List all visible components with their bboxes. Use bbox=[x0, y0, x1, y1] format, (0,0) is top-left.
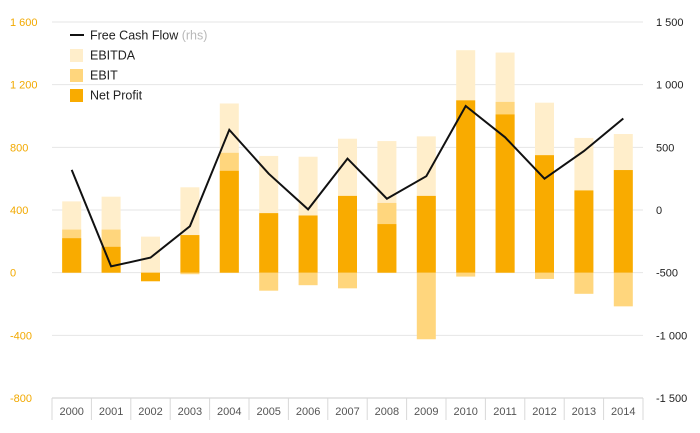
net-profit-bar-2008 bbox=[377, 224, 397, 273]
net-profit-bar-2005 bbox=[259, 213, 279, 273]
x-axis-tick-label: 2001 bbox=[99, 406, 123, 418]
x-axis: 2000 2001 2002 2003 2004 2005 2006 2007 2008 2009… bbox=[59, 406, 635, 418]
x-axis-tick-label: 2010 bbox=[453, 406, 477, 418]
x-axis-tick-label: 2014 bbox=[611, 406, 635, 418]
legend-label: Free Cash Flow (rhs) bbox=[90, 29, 207, 43]
net-profit-bar-2002 bbox=[141, 272, 160, 282]
net-profit-bar-2000 bbox=[62, 238, 82, 273]
ebitda-bar-2002 bbox=[141, 236, 160, 273]
ebit-bar-2010 bbox=[456, 272, 476, 277]
net-profit-bar-2009 bbox=[416, 195, 436, 273]
left-axis: 1 600 1 200 800 400 0 -400 -800 bbox=[10, 17, 38, 405]
legend-swatch bbox=[70, 69, 83, 82]
ebit-bar-2003 bbox=[180, 272, 200, 275]
right-axis: 1 500 1 000 500 0 -500 -1 000 -1 500 bbox=[656, 17, 687, 405]
left-axis-tick-label: -800 bbox=[10, 393, 32, 405]
left-axis-tick-label: 400 bbox=[10, 205, 28, 217]
x-axis-tick-label: 2011 bbox=[493, 406, 517, 418]
net-profit-bar-2011 bbox=[495, 114, 515, 273]
legend: Free Cash Flow (rhs) EBITDA EBIT Net Profit bbox=[70, 29, 207, 103]
x-axis-tick-label: 2006 bbox=[296, 406, 320, 418]
net-profit-bar-2010 bbox=[456, 100, 476, 273]
right-axis-tick-label: 1 500 bbox=[656, 17, 684, 29]
free-cash-flow-line bbox=[70, 104, 624, 268]
legend-note: (rhs) bbox=[178, 29, 207, 43]
legend-swatch bbox=[70, 89, 83, 102]
ebit-bar-2013 bbox=[574, 272, 594, 294]
left-axis-tick-label: 0 bbox=[10, 268, 16, 280]
right-axis-tick-label: 0 bbox=[656, 205, 662, 217]
x-axis-tick-label: 2003 bbox=[178, 406, 202, 418]
net-profit-bar-2006 bbox=[298, 215, 318, 273]
x-axis-tick-label: 2012 bbox=[532, 406, 556, 418]
right-axis-tick-label: -1 000 bbox=[656, 330, 687, 342]
net-profit-bar-2003 bbox=[180, 235, 200, 273]
ebit-bar-2014 bbox=[613, 272, 633, 307]
left-axis-tick-label: 1 600 bbox=[10, 17, 38, 29]
left-axis-tick-label: 800 bbox=[10, 142, 28, 154]
net-profit-bar-2014 bbox=[613, 170, 633, 273]
net-profit-bar-2012 bbox=[535, 155, 554, 273]
ebit-bar-2012 bbox=[535, 272, 554, 279]
free-cash-flow-line-layer bbox=[70, 104, 624, 268]
bars bbox=[62, 50, 633, 340]
net-profit-bar-2013 bbox=[574, 190, 594, 273]
left-axis-tick-label: 1 200 bbox=[10, 80, 38, 92]
net-profit-bar-2007 bbox=[338, 195, 357, 273]
x-axis-tick-label: 2009 bbox=[414, 406, 438, 418]
right-axis-tick-label: 1 000 bbox=[656, 80, 684, 92]
x-axis-tick-label: 2013 bbox=[572, 406, 596, 418]
legend-label: EBIT bbox=[90, 69, 118, 83]
right-axis-tick-label: -500 bbox=[656, 268, 678, 280]
x-axis-tick-label: 2000 bbox=[59, 406, 83, 418]
x-axis-tick-label: 2004 bbox=[217, 406, 241, 418]
right-axis-tick-label: 500 bbox=[656, 142, 674, 154]
net-profit-bar-2004 bbox=[219, 170, 239, 273]
ebit-bar-2009 bbox=[416, 272, 436, 340]
ebit-bar-2007 bbox=[338, 272, 357, 289]
legend-label: Net Profit bbox=[90, 89, 143, 103]
x-axis-tick-label: 2008 bbox=[375, 406, 399, 418]
x-axis-tick-label: 2002 bbox=[138, 406, 162, 418]
x-axis-tick-label: 2007 bbox=[335, 406, 359, 418]
ebit-bar-2006 bbox=[298, 272, 318, 286]
legend-swatch bbox=[70, 49, 83, 62]
right-axis-tick-label: -1 500 bbox=[656, 393, 687, 405]
legend-label: EBITDA bbox=[90, 49, 136, 63]
x-axis-tick-label: 2005 bbox=[256, 406, 280, 418]
ebit-bar-2005 bbox=[259, 272, 279, 291]
left-axis-tick-label: -400 bbox=[10, 330, 32, 342]
